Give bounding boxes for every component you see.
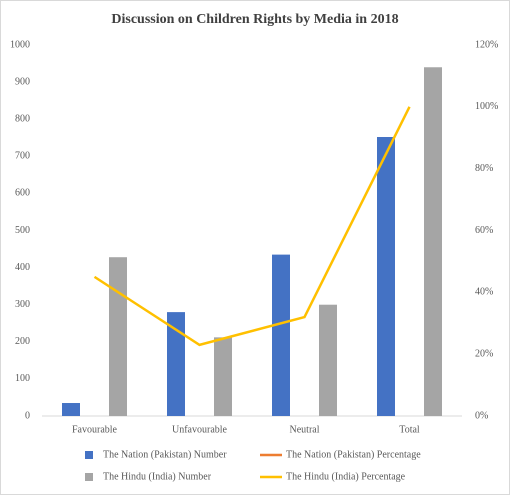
x-tick-label: Total: [399, 424, 420, 435]
legend-label: The Nation (Pakistan) Number: [103, 449, 227, 460]
y-tick-label: 500: [15, 225, 30, 236]
y2-tick-label: 120%: [475, 39, 498, 50]
y-tick-label: 400: [15, 262, 30, 273]
y-tick-label: 600: [15, 188, 30, 199]
bar: [424, 67, 442, 416]
x-tick-label: Favourable: [72, 424, 118, 435]
y2-tick-label: 80%: [475, 163, 493, 174]
x-tick-label: Neutral: [290, 424, 320, 435]
y-tick-label: 900: [15, 76, 30, 87]
line: [93, 106, 411, 347]
bar: [214, 337, 232, 416]
y-tick-label: 100: [15, 373, 30, 384]
y2-tick-label: 40%: [475, 287, 493, 298]
bar: [272, 254, 290, 416]
legend-marker: [85, 451, 93, 459]
y-tick-label: 800: [15, 113, 30, 124]
bar: [167, 312, 185, 416]
bar: [319, 304, 337, 416]
y-tick-label: 300: [15, 299, 30, 310]
bar: [377, 137, 395, 416]
y-tick-label: 1000: [10, 39, 30, 50]
x-tick-label: Unfavourable: [172, 424, 228, 435]
legend-marker: [85, 473, 93, 481]
y2-tick-label: 60%: [475, 225, 493, 236]
y-tick-label: 0: [25, 410, 30, 421]
chart-title: Discussion on Children Rights by Media i…: [111, 12, 398, 27]
y-tick-label: 700: [15, 151, 30, 162]
y2-tick-label: 0%: [475, 410, 488, 421]
bar: [62, 403, 80, 416]
y2-tick-label: 20%: [475, 348, 493, 359]
legend-label: The Hindu (India) Percentage: [286, 471, 406, 482]
y2-tick-label: 100%: [475, 101, 498, 112]
y-tick-label: 200: [15, 336, 30, 347]
legend-label: The Hindu (India) Number: [103, 471, 212, 482]
bar: [109, 257, 127, 416]
legend-label: The Nation (Pakistan) Percentage: [286, 449, 421, 460]
